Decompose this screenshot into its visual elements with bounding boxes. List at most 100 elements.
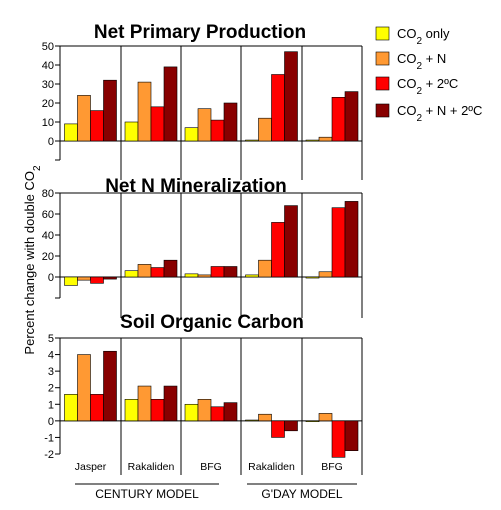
bar-0-1-3 bbox=[163, 66, 178, 142]
bar-2-0-3 bbox=[103, 350, 117, 422]
bar-2-2-2 bbox=[210, 406, 225, 422]
y-tick-label: 20 bbox=[42, 251, 54, 263]
legend-label-1: CO2 + N bbox=[397, 51, 446, 72]
y-tick-label: 10 bbox=[42, 117, 54, 129]
bar-2-0-1 bbox=[77, 354, 91, 422]
bar-0-0-3 bbox=[103, 79, 117, 142]
y-tick-label: 80 bbox=[42, 188, 54, 200]
category-label-2: BFG bbox=[200, 461, 222, 473]
bar-1-3-1 bbox=[258, 259, 272, 278]
bar-1-0-0 bbox=[64, 276, 78, 286]
bar-1-2-3 bbox=[223, 266, 238, 278]
panel-0: 0 10 20 30 40 50 bbox=[42, 41, 363, 180]
bar-0-1-0 bbox=[124, 121, 139, 142]
bar-0-2-2 bbox=[210, 119, 225, 142]
bar-0-2-3 bbox=[223, 102, 238, 142]
bar-0-3-3 bbox=[284, 51, 298, 142]
bar-0-3-2 bbox=[271, 74, 285, 142]
legend-swatch-2 bbox=[375, 76, 390, 91]
bar-1-2-2 bbox=[210, 266, 225, 278]
y-tick-label: 30 bbox=[42, 79, 54, 91]
bar-2-4-0 bbox=[305, 420, 320, 422]
y-axis-label: Percent change with double CO2 bbox=[22, 165, 43, 355]
y-tick-label: 4 bbox=[48, 350, 54, 362]
bar-1-1-2 bbox=[150, 267, 165, 278]
y-tick-label: -2 bbox=[44, 449, 54, 461]
y-tick-label: 0 bbox=[48, 272, 54, 284]
bar-1-3-0 bbox=[245, 274, 259, 278]
bar-2-0-0 bbox=[64, 394, 78, 422]
bar-1-0-2 bbox=[90, 276, 104, 284]
y-tick-label: 0 bbox=[48, 136, 54, 148]
panel-1: 0 20 40 60 80 bbox=[42, 188, 363, 318]
bar-0-3-1 bbox=[258, 117, 272, 142]
model-groups: CENTURY MODEL G'DAY MODEL bbox=[75, 483, 357, 501]
bar-1-1-1 bbox=[137, 264, 152, 278]
bar-0-2-1 bbox=[197, 108, 212, 142]
y-tick-label: 40 bbox=[42, 60, 54, 72]
legend-swatch-0 bbox=[375, 26, 390, 41]
y-tick-label: 2 bbox=[48, 383, 54, 395]
bar-1-1-0 bbox=[124, 270, 139, 278]
y-tick-label: -1 bbox=[44, 432, 54, 444]
y-tick-label: 1 bbox=[48, 399, 54, 411]
legend: CO2 only CO2 + N CO2 + 2ºC CO2 + N + 2ºC bbox=[375, 26, 482, 124]
bar-2-1-3 bbox=[163, 385, 178, 422]
chart-panels: 0 10 20 30 40 50 0 20 40 60 80 -2 -1 0 1 2 3 4 5 bbox=[42, 41, 363, 475]
bar-1-4-1 bbox=[318, 271, 333, 278]
model-group-label-0: CENTURY MODEL bbox=[95, 487, 199, 501]
bar-0-1-2 bbox=[150, 106, 165, 142]
legend-label-3: CO2 + N + 2ºC bbox=[397, 103, 482, 124]
model-group-label-1: G'DAY MODEL bbox=[261, 487, 343, 501]
panel-2: -2 -1 0 1 2 3 4 5 bbox=[44, 333, 363, 475]
category-label-1: Rakaliden bbox=[128, 461, 175, 473]
bar-2-2-3 bbox=[223, 402, 238, 422]
y-tick-label: 5 bbox=[48, 333, 54, 345]
bar-0-1-1 bbox=[137, 81, 152, 142]
bar-2-3-0 bbox=[245, 419, 259, 422]
legend-label-0: CO2 only bbox=[397, 26, 450, 47]
bar-1-0-1 bbox=[77, 276, 91, 281]
bar-1-2-0 bbox=[184, 273, 199, 278]
bar-2-4-3 bbox=[344, 420, 359, 451]
bar-0-0-0 bbox=[64, 123, 78, 142]
bar-2-2-0 bbox=[184, 403, 199, 422]
bar-0-4-1 bbox=[318, 136, 333, 142]
bar-0-3-0 bbox=[245, 139, 259, 142]
bar-1-1-3 bbox=[163, 259, 178, 278]
y-tick-label: 20 bbox=[42, 98, 54, 110]
bar-1-3-3 bbox=[284, 205, 298, 278]
bar-2-0-2 bbox=[90, 394, 104, 422]
bar-2-3-1 bbox=[258, 413, 272, 422]
panel-title-n-mineralization: Net N Mineralization bbox=[105, 176, 287, 197]
y-tick-label: 60 bbox=[42, 209, 54, 221]
bar-1-0-3 bbox=[103, 276, 117, 280]
bar-1-3-2 bbox=[271, 222, 285, 278]
bar-2-1-0 bbox=[124, 399, 139, 422]
category-label-3: Rakaliden bbox=[248, 461, 295, 473]
bar-2-4-1 bbox=[318, 413, 333, 422]
y-tick-label: 50 bbox=[42, 41, 54, 53]
bar-2-1-1 bbox=[137, 385, 152, 422]
bar-2-3-3 bbox=[284, 420, 298, 432]
bar-2-4-2 bbox=[331, 420, 346, 458]
category-label-4: BFG bbox=[321, 461, 343, 473]
legend-swatch-1 bbox=[375, 51, 390, 66]
bar-2-3-2 bbox=[271, 420, 285, 438]
bar-2-1-2 bbox=[150, 399, 165, 422]
category-label-0: Jasper bbox=[75, 461, 107, 473]
bar-1-4-3 bbox=[344, 201, 359, 278]
bar-2-2-1 bbox=[197, 399, 212, 422]
panel-title-soil-carbon: Soil Organic Carbon bbox=[120, 312, 304, 333]
bar-1-4-0 bbox=[305, 276, 320, 279]
bar-0-2-0 bbox=[184, 127, 199, 142]
legend-swatch-3 bbox=[375, 103, 390, 118]
y-tick-label: 3 bbox=[48, 366, 54, 378]
bar-0-4-2 bbox=[331, 97, 346, 142]
bar-1-2-1 bbox=[197, 274, 212, 278]
category-labels: Jasper Rakaliden BFG Rakaliden BFG bbox=[75, 461, 343, 473]
y-tick-label: 0 bbox=[48, 416, 54, 428]
panel-title-npp: Net Primary Production bbox=[94, 22, 306, 43]
bar-0-4-3 bbox=[344, 91, 359, 142]
